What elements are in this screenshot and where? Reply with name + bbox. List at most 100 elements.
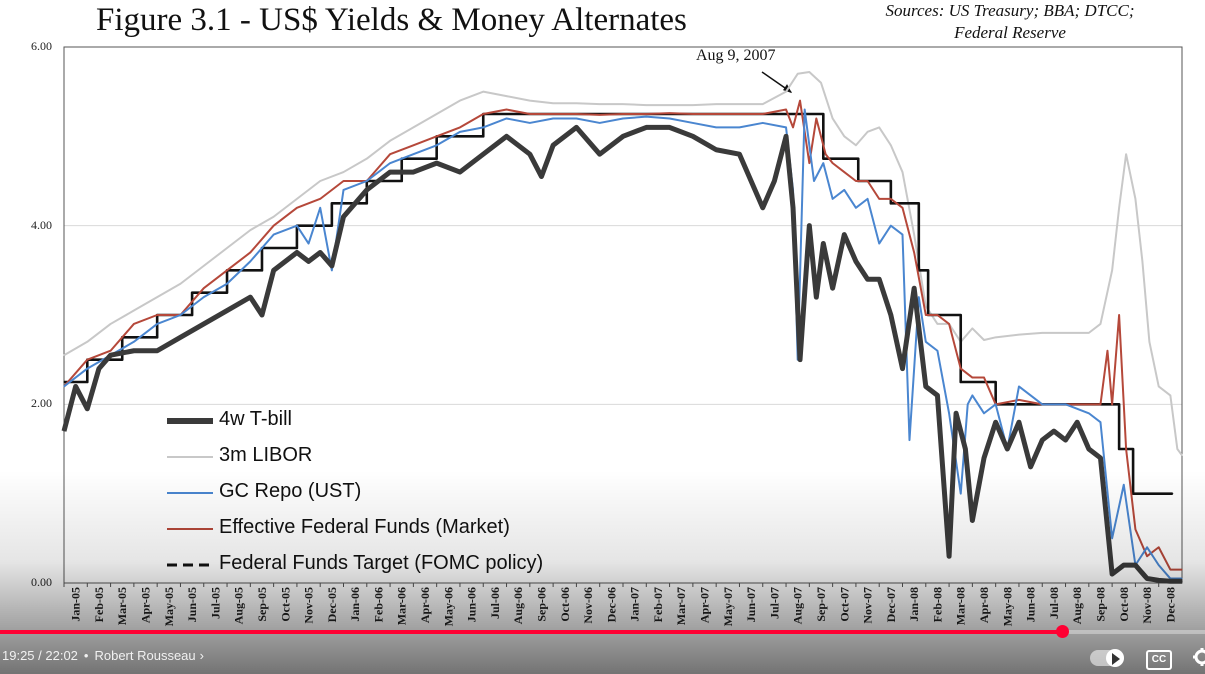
data-point xyxy=(890,314,892,316)
data-point xyxy=(273,216,275,218)
data-point xyxy=(1146,546,1148,548)
x-tick-label: Mar-06 xyxy=(395,587,409,625)
data-point xyxy=(331,265,333,267)
x-tick-label: Nov-08 xyxy=(1140,587,1154,624)
data-point xyxy=(1118,314,1120,316)
data-point xyxy=(412,126,414,128)
data-point xyxy=(901,207,904,209)
legend-swatch xyxy=(167,528,213,530)
data-point xyxy=(75,385,77,388)
data-point xyxy=(822,158,824,160)
data-point xyxy=(967,403,969,405)
data-point xyxy=(804,108,806,111)
data-point xyxy=(1076,421,1078,423)
x-tick-label: Jul-07 xyxy=(767,587,781,619)
data-point xyxy=(226,309,228,312)
data-point xyxy=(156,296,158,298)
data-point xyxy=(668,112,671,114)
data-point xyxy=(86,368,88,370)
data-point xyxy=(808,225,810,227)
data-point xyxy=(1169,394,1171,396)
data-point xyxy=(971,327,973,329)
data-point xyxy=(1141,260,1144,262)
data-point xyxy=(843,189,845,191)
data-point xyxy=(249,296,251,298)
data-point xyxy=(191,292,193,294)
data-point xyxy=(482,126,484,128)
data-point xyxy=(156,323,158,325)
chart-title: Figure 3.1 - US$ Yields & Money Alternat… xyxy=(96,2,687,38)
data-point xyxy=(459,100,461,102)
data-point xyxy=(908,439,911,441)
data-point xyxy=(505,135,508,137)
data-point xyxy=(1099,421,1102,423)
data-point xyxy=(109,350,112,352)
data-point xyxy=(529,122,531,124)
data-point xyxy=(1181,454,1183,456)
data-point xyxy=(762,207,764,209)
data-point xyxy=(832,162,834,164)
y-tick-label: 2.00 xyxy=(31,396,52,411)
data-point xyxy=(799,359,801,361)
data-point xyxy=(866,180,869,182)
data-point xyxy=(960,381,962,383)
data-point xyxy=(226,247,228,249)
data-point xyxy=(785,108,787,111)
data-point xyxy=(995,336,997,338)
progress-scrubber[interactable] xyxy=(1055,625,1069,638)
data-point xyxy=(808,162,810,164)
x-tick-label: Jul-08 xyxy=(1047,587,1061,619)
progress-bar[interactable] xyxy=(0,625,1205,638)
data-point xyxy=(342,171,345,173)
data-point xyxy=(459,131,461,133)
data-point xyxy=(622,103,624,105)
data-point xyxy=(529,113,531,115)
data-point xyxy=(901,234,904,236)
data-point xyxy=(1041,439,1043,441)
data-point xyxy=(459,171,461,173)
data-point xyxy=(109,354,112,356)
x-tick-label: Apr-07 xyxy=(698,587,712,623)
series-line-4w-t-bill xyxy=(61,124,1182,584)
data-point xyxy=(296,225,298,227)
data-point xyxy=(925,341,927,343)
data-point xyxy=(552,144,554,146)
data-point xyxy=(1018,334,1020,336)
data-point xyxy=(866,131,869,133)
data-point xyxy=(1146,555,1148,557)
x-tick-label: Mar-05 xyxy=(115,587,129,625)
data-point xyxy=(63,381,65,383)
data-point xyxy=(482,113,484,115)
data-point xyxy=(575,126,578,128)
data-point xyxy=(1181,580,1183,582)
x-tick-label: Jun-06 xyxy=(465,587,479,622)
time-display: 19:25 / 22:02 xyxy=(2,648,78,663)
play-icon xyxy=(1112,653,1120,665)
data-point xyxy=(808,71,810,73)
data-point xyxy=(331,202,333,204)
data-point xyxy=(1158,564,1160,566)
gear-icon[interactable] xyxy=(1193,648,1205,666)
chevron-right-icon[interactable]: › xyxy=(199,648,204,663)
x-tick-label: Sep-08 xyxy=(1093,587,1107,622)
cc-icon[interactable]: CC xyxy=(1146,650,1172,670)
chart-sources: Sources: US Treasury; BBA; DTCC; Federal… xyxy=(855,0,1165,44)
channel-name[interactable]: Robert Rousseau xyxy=(94,648,196,663)
x-tick-label: May-07 xyxy=(721,587,735,626)
data-point xyxy=(482,91,484,93)
data-point xyxy=(1053,430,1055,432)
data-point xyxy=(645,113,647,115)
data-point xyxy=(505,117,508,120)
data-point xyxy=(307,242,310,245)
data-point xyxy=(622,113,624,115)
x-tick-label: Oct-07 xyxy=(837,587,851,622)
x-tick-label: Mar-07 xyxy=(674,587,688,625)
data-point xyxy=(645,126,647,128)
autoplay-toggle-icon[interactable] xyxy=(1090,649,1124,667)
data-point xyxy=(948,323,950,325)
data-point xyxy=(913,251,915,254)
x-tick-label: Oct-08 xyxy=(1117,587,1131,622)
data-point xyxy=(1064,332,1067,334)
x-tick-label: Aug-05 xyxy=(232,587,246,624)
data-point xyxy=(925,314,927,316)
